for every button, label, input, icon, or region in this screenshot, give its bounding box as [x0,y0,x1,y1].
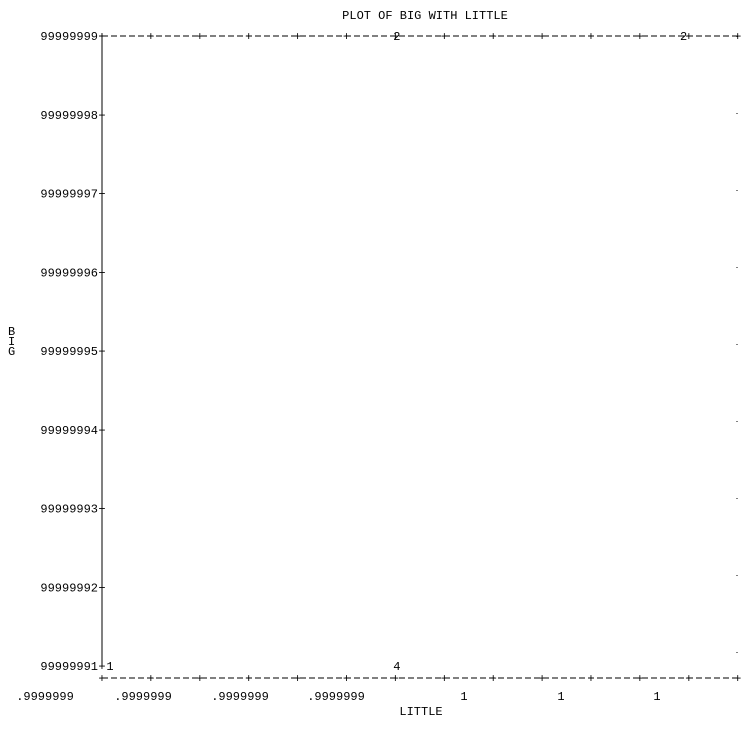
y-tick-mark: + [98,424,105,438]
y-tick-mark: + [98,660,105,674]
bottom-border-tick: + [147,672,154,686]
bottom-border-tick: + [587,672,594,686]
bottom-border-tick: + [343,672,350,686]
y-axis-label-letter: B [8,325,15,339]
x-tick-label: .9999999 [211,690,269,704]
y-tick-label: 99999992 [40,581,98,595]
top-border-tick: + [196,30,203,44]
y-tick-label: 99999997 [40,188,98,202]
y-tick-mark: + [98,109,105,123]
top-border-tick: + [441,30,448,44]
top-border-tick: + [587,30,594,44]
x-tick-label: 1 [653,690,660,704]
bottom-border-tick: + [245,672,252,686]
bottom-border-tick: + [196,672,203,686]
data-point: 1 [106,660,113,674]
top-border-tick: + [734,30,741,44]
y-tick-mark: + [98,30,105,44]
y-tick-label: 99999999 [40,30,98,44]
y-tick-label: 99999993 [40,503,98,517]
top-border-tick: + [636,30,643,44]
plot-points: 2 2 1 4 [106,30,687,674]
y-tick-mark: + [98,266,105,280]
bottom-border-tick: + [685,672,692,686]
x-axis-label: LITTLE [399,705,442,719]
bottom-border-tick: + [538,672,545,686]
top-border-tick: + [343,30,350,44]
y-axis-label-letter: I [8,335,15,349]
top-border-tick: + [392,30,399,44]
x-tick-label: .9999999 [307,690,365,704]
top-border-tick: + [685,30,692,44]
bottom-border-tick: + [734,672,741,686]
bottom-border-tick: + [98,672,105,686]
bottom-border-tick: + [636,672,643,686]
y-axis-label: BIG [8,325,15,359]
x-tick-label: 1 [557,690,564,704]
x-tick-label: .9999999 [16,690,74,704]
top-border-tick: + [98,30,105,44]
y-tick-label: 99999994 [40,424,98,438]
y-tick-mark: + [98,345,105,359]
y-tick-mark: + [98,503,105,517]
x-tick-label: .9999999 [114,690,172,704]
y-axis-ticks: 99999999 +99999998 +99999997 +99999996 +9999… [40,30,105,674]
y-tick-label: 99999995 [40,345,98,359]
y-tick-label: 99999991 [40,660,98,674]
data-point: 2 [680,30,687,44]
data-point: 4 [393,660,400,674]
data-point: 2 [393,30,400,44]
top-border-tick: + [245,30,252,44]
y-axis-label-letter: G [8,345,15,359]
y-tick-label: 99999996 [40,266,98,280]
y-tick-mark: + [98,581,105,595]
x-axis-ticks: .9999999 .9999999 .9999999 .9999999 1 1 1 [16,690,660,704]
top-border-tick: + [147,30,154,44]
chart-title: PLOT OF BIG WITH LITTLE [342,9,508,23]
bottom-border-tick: + [441,672,448,686]
bottom-border-tick: + [294,672,301,686]
top-border-tick: + [538,30,545,44]
bottom-border-tick: + [490,672,497,686]
top-border-tick: + [294,30,301,44]
bottom-border-tick: + [392,672,399,686]
y-tick-mark: + [98,188,105,202]
plot-frame: + + + + + + + + + + + + + + + + + + + + + + + + + + + + [98,30,741,686]
top-border-tick: + [490,30,497,44]
x-tick-label: 1 [460,690,467,704]
y-tick-label: 99999998 [40,109,98,123]
